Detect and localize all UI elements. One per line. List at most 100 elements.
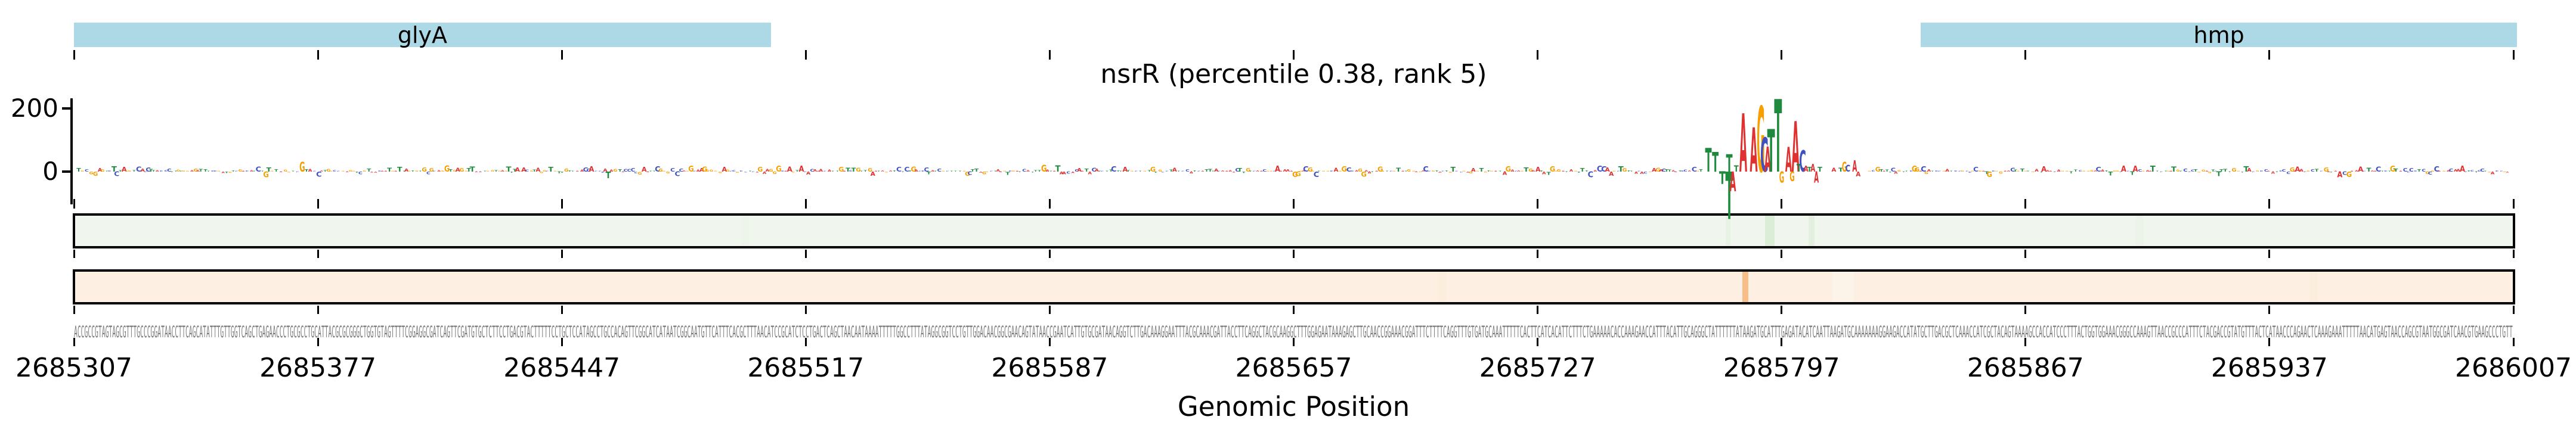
logo-letter-A: A (1123, 166, 1128, 173)
logo-letter-C: C (2449, 168, 2453, 173)
logo-letter-T: T (1085, 169, 1089, 173)
x-tick-mark (2268, 306, 2271, 314)
logo-letter-A: A (1511, 170, 1515, 173)
logo-letter-A: A (1814, 169, 1819, 186)
logo-letter-G: G (1971, 171, 1974, 172)
logo-letter-T: T (1818, 165, 1822, 173)
logo-letter-G: G (2202, 169, 2205, 172)
logo-letter-T: T (2241, 172, 2244, 173)
logo-letter-G: G (270, 171, 273, 172)
logo-letter-C: C (1692, 166, 1697, 173)
logo-letter-G: G (614, 168, 618, 172)
logo-letter-C: C (670, 167, 675, 173)
logo-letter-T: T (2074, 169, 2077, 172)
logo-letter-C: C (2422, 169, 2426, 173)
x-tick-mark (1781, 338, 1783, 346)
logo-letter-C: C (1022, 169, 1026, 173)
logo-letter-G: G (465, 170, 468, 172)
logo-letter-C: C (849, 170, 853, 172)
logo-letter-A: A (242, 171, 245, 172)
logo-letter-A: A (798, 164, 804, 173)
x-tick-mark (1537, 250, 1539, 258)
logo-letter-C: C (1958, 171, 1962, 172)
logo-letter-G: G (177, 170, 180, 172)
logo-letter-A: A (1831, 167, 1837, 173)
logo-letter-A: A (1283, 169, 1287, 173)
logo-letter-C: C (2279, 170, 2282, 172)
logo-letter-T: T (1106, 170, 1109, 172)
logo-letter-T: T (1950, 171, 1953, 172)
logo-letter-G: G (1381, 170, 1384, 172)
logo-letter-T: T (1396, 167, 1401, 173)
x-tick-mark (73, 306, 75, 314)
logo-letter-C: C (924, 167, 929, 173)
logo-letter-A: A (1542, 171, 1546, 175)
track2-stripe (1742, 272, 1749, 302)
logo-letter-T: T (618, 169, 623, 172)
logo-letter-A: A (2146, 170, 2150, 172)
logo-letter-G: G (2061, 171, 2064, 172)
logo-letter-C: C (1637, 171, 1641, 172)
logo-letter-C: C (525, 169, 529, 172)
logo-letter-G: G (93, 171, 98, 177)
logo-letter-G: G (2390, 164, 2395, 173)
logo-letter-T: T (355, 172, 358, 173)
logo-letter-C: C (2407, 172, 2410, 173)
logo-letter-A: A (722, 166, 727, 173)
logo-letter-C: C (2403, 167, 2408, 173)
logo-letter-T: T (1238, 167, 1243, 173)
logo-letter-A: A (2049, 171, 2052, 172)
logo-letter-G: G (408, 171, 411, 172)
logo-letter-A: A (1792, 107, 1800, 188)
logo-letter-G: G (460, 168, 465, 173)
logo-letter-A: A (250, 170, 253, 172)
gene-label: glyA (397, 21, 447, 48)
x-axis-title: Genomic Position (1177, 391, 1410, 422)
logo-letter-A: A (915, 170, 918, 173)
logo-letter-C: C (433, 170, 436, 172)
logo-letter-C: C (333, 170, 336, 172)
logo-letter-A: A (535, 167, 541, 173)
logo-letter-G: G (330, 170, 333, 172)
logo-letter-A: A (881, 170, 884, 172)
x-tick-mark (2512, 50, 2515, 60)
logo-letter-G: G (80, 170, 83, 172)
logo-letter-C: C (426, 171, 431, 175)
logo-letter-G: G (342, 171, 345, 172)
logo-letter-T: T (1719, 168, 1726, 189)
logo-letter-T: T (795, 170, 800, 172)
logo-letter-G: G (2113, 170, 2116, 172)
logo-letter-A: A (1785, 141, 1792, 180)
gene-box-glyA: glyA (74, 21, 771, 48)
logo-letter-A: A (156, 170, 159, 173)
logo-letter-A: A (479, 172, 482, 173)
logo-letter-A: A (2206, 170, 2209, 172)
logo-letter-C: C (1441, 171, 1445, 172)
logo-letter-G: G (1842, 160, 1847, 176)
logo-letter-C: C (740, 170, 743, 172)
logo-letter-A: A (2506, 172, 2509, 173)
logo-letter-C: C (732, 169, 736, 172)
logo-letter-C: C (624, 169, 628, 173)
logo-letter-T: T (749, 171, 752, 172)
track1-stripe (1809, 216, 1815, 246)
logo-letter-A: A (819, 168, 823, 172)
logo-letter-G: G (2208, 172, 2212, 174)
logo-letter-A: A (2101, 170, 2104, 173)
x-tick-mark (317, 199, 319, 209)
logo-letter-T: T (1888, 172, 1891, 173)
logo-letter-C: C (744, 172, 747, 173)
x-tick-mark (804, 338, 807, 346)
logo-letter-T: T (1031, 172, 1034, 173)
logo-letter-G: G (2324, 166, 2329, 173)
logo-letter-C: C (693, 171, 696, 172)
logo-letter-A: A (1415, 172, 1418, 173)
logo-letter-G: G (453, 170, 456, 172)
logo-letter-G: G (776, 164, 781, 173)
logo-letter-C: C (1218, 171, 1221, 172)
logo-letter-A: A (98, 168, 103, 173)
logo-letter-A: A (2267, 170, 2270, 172)
track2-stripe (1832, 272, 1854, 302)
logo-letter-T: T (851, 167, 856, 173)
